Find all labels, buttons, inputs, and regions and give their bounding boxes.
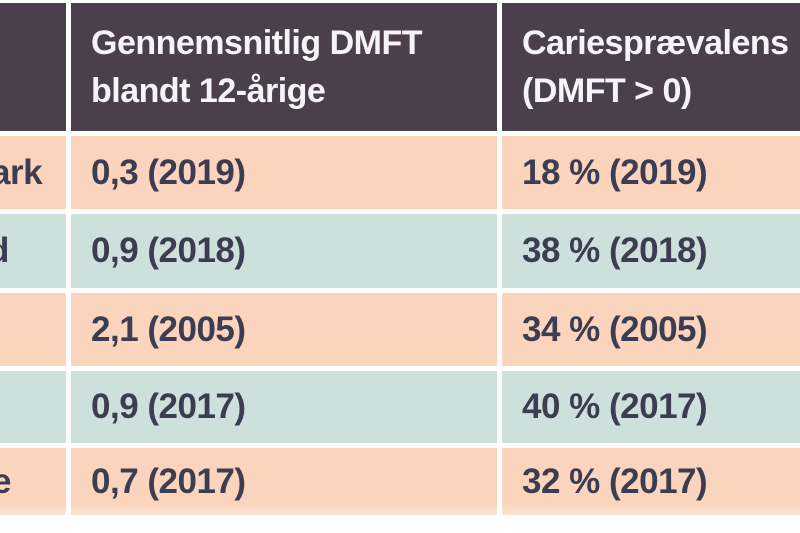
caries-value-row5: 32 % (2017) [522, 461, 708, 501]
country-fragment-row1: ark [0, 152, 43, 192]
header-label-caries: Cariesprævalens (DMFT > 0) [522, 24, 789, 110]
cell-caries-row2: 38 % (2018) [502, 214, 800, 288]
cell-dmft-row5: 0,7 (2017) [71, 448, 497, 515]
header-label-dmft: Gennemsnitlig DMFT blandt 12-årige [91, 24, 423, 110]
country-fragment-row2: d [0, 231, 9, 271]
cell-country-row4 [0, 371, 66, 443]
cell-country-row5: e [0, 448, 66, 515]
cell-caries-row5: 32 % (2017) [502, 448, 800, 515]
caries-value-row4: 40 % (2017) [522, 387, 708, 426]
country-fragment-row5: e [0, 461, 11, 501]
cell-country-row1: ark [0, 136, 66, 209]
caries-value-row2: 38 % (2018) [522, 231, 708, 270]
caries-value-row1: 18 % (2019) [522, 152, 708, 192]
cell-country-row3 [0, 293, 66, 366]
cell-dmft-row1: 0,3 (2019) [71, 136, 497, 209]
header-cell-country [0, 3, 66, 131]
dmft-value-row5: 0,7 (2017) [91, 461, 246, 501]
header-cell-caries: Cariesprævalens (DMFT > 0) [502, 3, 800, 131]
cell-caries-row4: 40 % (2017) [502, 371, 800, 443]
cell-dmft-row3: 2,1 (2005) [71, 293, 497, 366]
caries-value-row3: 34 % (2005) [522, 309, 708, 349]
header-cell-dmft: Gennemsnitlig DMFT blandt 12-årige [71, 3, 497, 131]
dmft-value-row4: 0,9 (2017) [91, 387, 246, 426]
cell-caries-row3: 34 % (2005) [502, 293, 800, 366]
dmft-value-row3: 2,1 (2005) [91, 309, 246, 349]
cell-dmft-row4: 0,9 (2017) [71, 371, 497, 443]
dmft-value-row1: 0,3 (2019) [91, 152, 246, 192]
dmft-caries-table: Gennemsnitlig DMFT blandt 12-årige Carie… [0, 3, 800, 515]
cell-dmft-row2: 0,9 (2018) [71, 214, 497, 288]
cell-country-row2: d [0, 214, 66, 288]
cell-caries-row1: 18 % (2019) [502, 136, 800, 209]
dmft-value-row2: 0,9 (2018) [91, 231, 246, 270]
